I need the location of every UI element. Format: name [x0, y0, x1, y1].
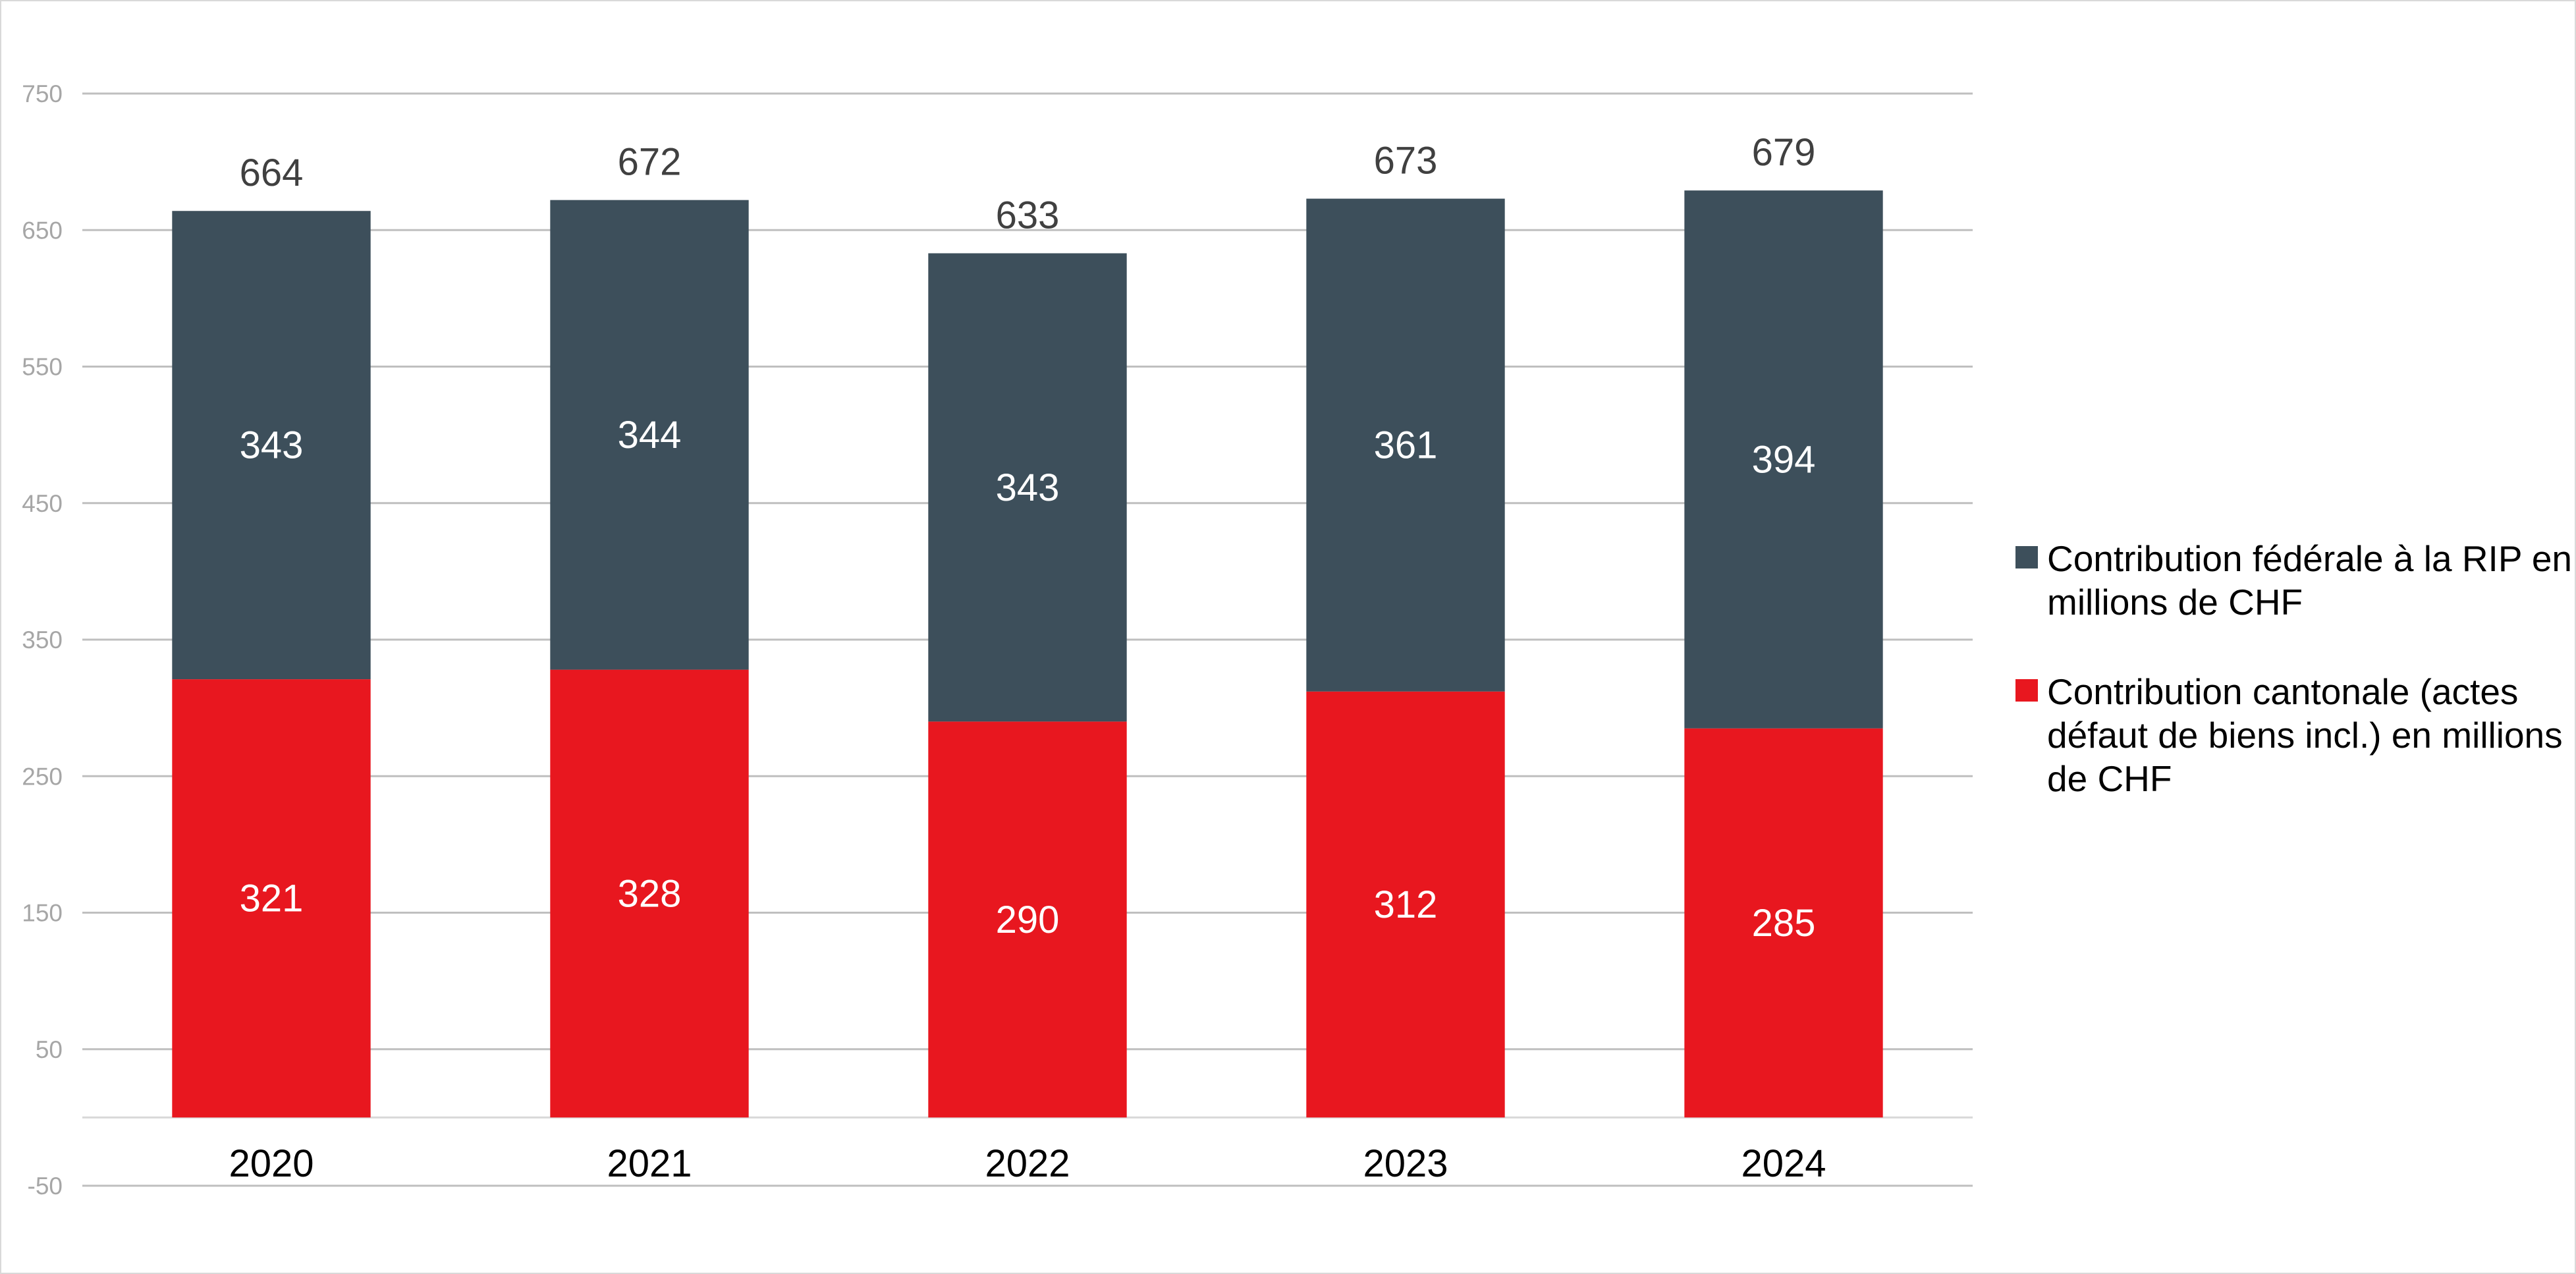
- data-label-federal: 344: [618, 414, 682, 457]
- legend-label-federal: Contribution fédérale à la RIP en millio…: [2047, 538, 2572, 623]
- data-label-cantonal: 321: [240, 877, 304, 920]
- y-tick-label: 550: [22, 354, 63, 381]
- bar-segment-federal: [172, 211, 371, 680]
- x-category-label: 2020: [229, 1142, 314, 1185]
- x-category-label: 2022: [985, 1142, 1070, 1185]
- bar-segment-cantonal: [1684, 728, 1883, 1118]
- data-label-total: 633: [996, 194, 1060, 236]
- bar-segment-cantonal: [550, 669, 749, 1118]
- x-axis-categories: 2020 2021 2022 2023 2024: [229, 1142, 1826, 1185]
- y-axis-ticks: -50 50 150 250 350 450 550 650 750: [22, 80, 63, 1200]
- bar-segment-cantonal: [928, 721, 1127, 1118]
- data-label-cantonal: 285: [1752, 902, 1816, 945]
- legend-item-federal: Contribution fédérale à la RIP en millio…: [2015, 537, 2575, 624]
- legend-label-cantonal: Contribution cantonale (actes défaut de …: [2047, 671, 2563, 799]
- y-tick-label: -50: [28, 1173, 63, 1200]
- x-category-label: 2024: [1741, 1142, 1826, 1185]
- data-label-total: 679: [1752, 131, 1816, 174]
- x-category-label: 2023: [1363, 1142, 1448, 1185]
- y-tick-label: 150: [22, 900, 63, 927]
- legend-swatch-federal: [2015, 546, 2038, 568]
- data-label-federal: 343: [240, 424, 304, 467]
- bar-segment-federal: [1306, 198, 1505, 692]
- data-label-federal: 343: [996, 466, 1060, 509]
- data-label-cantonal: 328: [618, 872, 682, 915]
- data-label-cantonal: 290: [996, 899, 1060, 941]
- legend: Contribution fédérale à la RIP en millio…: [2015, 537, 2575, 846]
- y-tick-label: 650: [22, 217, 63, 244]
- y-tick-label: 350: [22, 626, 63, 653]
- x-category-label: 2021: [607, 1142, 692, 1185]
- data-label-federal: 394: [1752, 438, 1816, 481]
- data-labels: 321 343 664 328 344 672 290 343 633 312 361 673 285 3…: [240, 131, 1816, 945]
- bars: [172, 190, 1883, 1118]
- bar-segment-cantonal: [1306, 691, 1505, 1118]
- data-label-total: 664: [240, 152, 304, 194]
- legend-swatch-cantonal: [2015, 679, 2038, 702]
- legend-item-cantonal: Contribution cantonale (actes défaut de …: [2015, 670, 2575, 800]
- y-tick-label: 450: [22, 490, 63, 517]
- y-tick-label: 250: [22, 763, 63, 790]
- bar-segment-cantonal: [172, 679, 371, 1118]
- y-tick-label: 50: [36, 1036, 63, 1063]
- data-label-total: 672: [618, 141, 682, 184]
- bar-segment-federal: [550, 200, 749, 670]
- data-label-cantonal: 312: [1374, 883, 1438, 926]
- y-tick-label: 750: [22, 80, 63, 107]
- bar-segment-federal: [1684, 190, 1883, 729]
- data-label-federal: 361: [1374, 424, 1438, 467]
- bar-segment-federal: [928, 253, 1127, 722]
- data-label-total: 673: [1374, 140, 1438, 182]
